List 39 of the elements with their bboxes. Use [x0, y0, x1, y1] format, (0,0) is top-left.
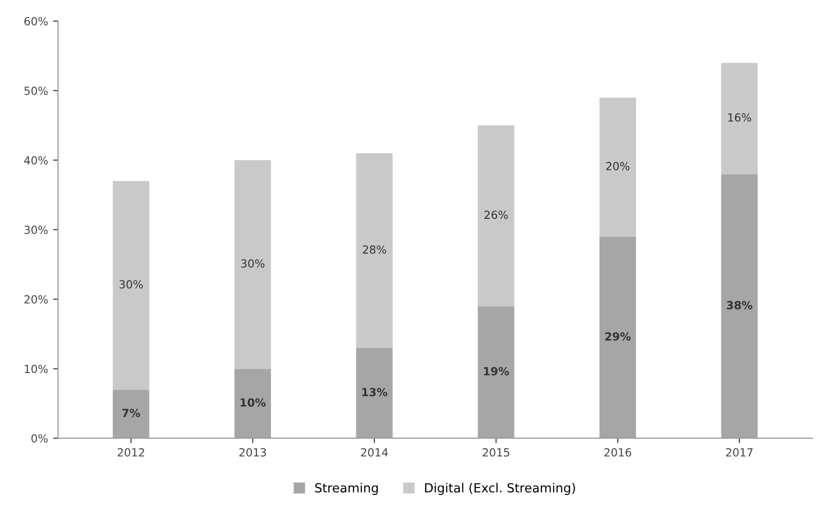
- data-label: 29%: [605, 332, 631, 341]
- y-tick-label: 20%: [24, 295, 48, 304]
- bar: [721, 174, 758, 438]
- data-label: 30%: [241, 259, 264, 268]
- data-label: 7%: [122, 408, 140, 418]
- bar: [721, 62, 758, 174]
- bar: [478, 125, 514, 306]
- y-tick-label: 0%: [31, 434, 48, 443]
- x-tick-label: 2013: [239, 448, 266, 457]
- data-label: 19%: [484, 367, 510, 376]
- data-label: 26%: [484, 210, 508, 219]
- legend-label: Streaming: [315, 482, 378, 495]
- x-tick-label: 2012: [118, 448, 144, 457]
- bar: [356, 153, 393, 348]
- x-tick-label: 2016: [604, 448, 632, 457]
- legend-label: Digital (Excl. Streaming): [425, 482, 576, 495]
- bar: [599, 236, 636, 438]
- bar: [234, 160, 271, 369]
- x-tick-label: 2014: [361, 448, 388, 457]
- bar: [112, 390, 150, 438]
- data-label: 16%: [728, 113, 752, 122]
- data-label: 20%: [606, 162, 630, 170]
- data-label: 30%: [120, 280, 143, 289]
- x-tick-label: 2017: [726, 448, 753, 457]
- bar: [234, 368, 271, 438]
- y-tick-label: 30%: [24, 226, 48, 234]
- bar: [112, 181, 150, 390]
- bar: [356, 348, 393, 438]
- y-tick-label: 40%: [24, 156, 48, 165]
- data-label: 28%: [362, 245, 386, 254]
- data-label: 13%: [362, 388, 388, 396]
- bar: [599, 98, 636, 237]
- y-tick-label: 50%: [24, 86, 48, 96]
- bar: [478, 306, 514, 438]
- y-tick-label: 10%: [24, 364, 48, 374]
- data-label: 38%: [726, 300, 752, 310]
- x-tick-label: 2015: [482, 448, 510, 457]
- y-tick-label: 60%: [24, 17, 48, 26]
- data-label: 10%: [240, 398, 266, 407]
